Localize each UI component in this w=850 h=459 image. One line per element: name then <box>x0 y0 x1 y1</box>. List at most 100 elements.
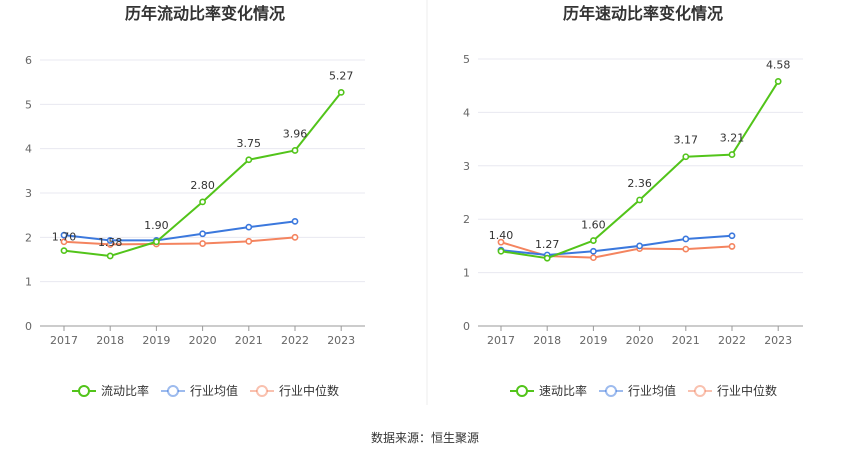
y-tick-label: 1 <box>25 276 32 289</box>
x-tick-label: 2017 <box>487 334 515 347</box>
data-label: 2.80 <box>190 179 215 192</box>
y-tick-label: 3 <box>25 187 32 200</box>
x-tick-label: 2020 <box>189 334 217 347</box>
legend-item[interactable]: 行业均值 <box>161 383 238 398</box>
data-point[interactable] <box>774 78 782 85</box>
x-tick-label: 2020 <box>626 334 654 347</box>
data-label: 1.90 <box>144 219 169 232</box>
legend-item[interactable]: 行业中位数 <box>688 383 777 398</box>
x-tick-label: 2018 <box>96 334 124 347</box>
data-point[interactable] <box>543 254 551 262</box>
data-label: 3.17 <box>674 134 699 147</box>
data-label: 4.58 <box>766 58 791 71</box>
legend-marker <box>78 385 90 397</box>
legend-marker <box>605 385 617 397</box>
data-point[interactable] <box>682 153 690 161</box>
data-point[interactable] <box>291 217 299 225</box>
data-point[interactable] <box>106 252 114 260</box>
data-label: 3.96 <box>283 127 308 140</box>
series-line <box>500 234 733 256</box>
data-point[interactable] <box>245 237 253 245</box>
y-tick-label: 1 <box>463 267 470 280</box>
data-point[interactable] <box>199 240 206 247</box>
legend-marker <box>256 385 268 397</box>
data-label: 1.60 <box>581 219 606 232</box>
data-point[interactable] <box>636 196 643 204</box>
x-tick-label: 2021 <box>235 334 263 347</box>
y-tick-label: 6 <box>25 54 32 67</box>
data-point[interactable] <box>291 233 299 241</box>
x-tick-label: 2019 <box>142 334 170 347</box>
data-point[interactable] <box>682 245 690 253</box>
data-point[interactable] <box>245 223 253 231</box>
current-ratio-chart: 历年流动比率变化情况 0 1 2 3 4 5 6 2017 2018 2019 2020 2021 202… <box>25 4 365 398</box>
y-tick-label: 4 <box>25 143 32 156</box>
data-point[interactable] <box>590 237 597 244</box>
legend-item[interactable]: 速动比率 <box>510 383 587 398</box>
series-line <box>63 220 296 242</box>
data-label: 1.70 <box>52 231 77 244</box>
data-label: 3.75 <box>237 137 262 150</box>
legend-marker <box>694 385 706 397</box>
data-point[interactable] <box>728 232 736 240</box>
legend-item[interactable]: 行业均值 <box>599 383 676 398</box>
y-tick-label: 0 <box>463 320 470 333</box>
y-tick-label: 2 <box>463 213 470 226</box>
x-tick-label: 2017 <box>50 334 78 347</box>
data-point[interactable] <box>60 231 68 239</box>
x-tick-label: 2019 <box>579 334 607 347</box>
y-tick-label: 3 <box>463 160 470 173</box>
series-line <box>500 80 780 260</box>
data-point[interactable] <box>497 247 505 255</box>
legend-label: 流动比率 <box>101 383 149 398</box>
x-tick-label: 2018 <box>533 334 561 347</box>
x-tick-label: 2022 <box>281 334 309 347</box>
legend-marker <box>167 385 179 397</box>
legend-label: 速动比率 <box>539 383 587 398</box>
data-point[interactable] <box>60 238 68 246</box>
data-label: 1.58 <box>98 236 123 249</box>
data-label: 5.27 <box>329 69 354 82</box>
data-point[interactable] <box>152 238 160 246</box>
x-tick-label: 2021 <box>672 334 700 347</box>
data-point[interactable] <box>106 237 114 244</box>
data-point[interactable] <box>590 247 597 255</box>
quick-ratio-chart: 历年速动比率变化情况 0 1 2 3 4 5 2017 2018 2019 2020 2021 2022… <box>463 4 803 398</box>
chart-title: 历年速动比率变化情况 <box>563 4 723 23</box>
data-point[interactable] <box>199 198 206 206</box>
legend-label: 行业中位数 <box>717 383 777 398</box>
legend-marker <box>516 385 528 397</box>
data-point[interactable] <box>199 230 206 238</box>
legend-label: 行业中位数 <box>279 383 339 398</box>
source-note: 数据来源：恒生聚源 <box>371 430 479 445</box>
y-tick-label: 2 <box>25 231 32 244</box>
data-label: 3.21 <box>720 132 745 145</box>
data-point[interactable] <box>590 254 597 262</box>
data-point[interactable] <box>337 88 345 96</box>
legend-label: 行业均值 <box>190 383 238 398</box>
data-point[interactable] <box>682 235 690 243</box>
data-label: 2.36 <box>627 177 652 190</box>
y-tick-label: 5 <box>25 98 32 111</box>
data-point[interactable] <box>728 243 736 250</box>
data-point[interactable] <box>291 147 299 154</box>
x-tick-label: 2023 <box>764 334 792 347</box>
data-label: 1.40 <box>489 229 514 242</box>
legend-label: 行业均值 <box>628 383 676 398</box>
y-tick-label: 0 <box>25 320 32 333</box>
y-tick-label: 4 <box>463 106 470 119</box>
x-tick-label: 2023 <box>327 334 355 347</box>
chart-title: 历年流动比率变化情况 <box>125 4 285 23</box>
data-point[interactable] <box>497 238 505 246</box>
x-tick-label: 2022 <box>718 334 746 347</box>
legend-item[interactable]: 行业中位数 <box>250 383 339 398</box>
data-point[interactable] <box>245 156 253 164</box>
y-tick-label: 5 <box>463 53 470 66</box>
data-point[interactable] <box>60 247 68 255</box>
data-point[interactable] <box>636 242 643 250</box>
data-point[interactable] <box>728 151 736 158</box>
legend-item[interactable]: 流动比率 <box>72 383 149 398</box>
data-label: 1.27 <box>535 238 560 251</box>
series-line <box>63 236 296 246</box>
